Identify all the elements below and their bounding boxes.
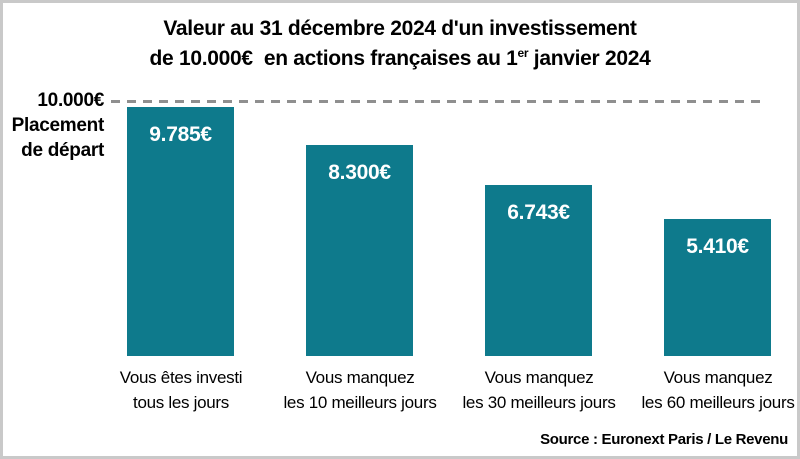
bar-miss-30-best-days: 6.743€ (485, 185, 592, 356)
chart-title: Valeur au 31 décembre 2024 d'un investis… (3, 14, 797, 74)
chart-title-line2: de 10.000€ en actions françaises au 1er … (3, 44, 797, 74)
reference-value-label: 10.000€ (37, 90, 104, 111)
chart-title-line1: Valeur au 31 décembre 2024 d'un investis… (163, 17, 637, 40)
reference-dashed-line (111, 100, 767, 103)
chart-title-line2-pre: de 10.000€ en actions françaises au 1 (149, 47, 518, 70)
reference-caption-line2: de départ (21, 140, 104, 161)
category-label-line2: les 30 meilleurs jours (462, 393, 616, 412)
bar-invested-every-day: 9.785€ (127, 107, 234, 356)
category-label-line2: les 10 meilleurs jours (283, 393, 437, 412)
category-label-line1: Vous manquez (484, 368, 594, 387)
bar-miss-10-best-days: 8.300€ (306, 145, 413, 356)
category-label-miss-60-best-days: Vous manquez les 60 meilleurs jours (617, 365, 797, 415)
chart-title-line2-post: janvier 2024 (528, 47, 651, 70)
reference-caption-line1: Placement (11, 115, 105, 136)
category-label-line1: Vous manquez (663, 368, 773, 387)
bar-value-label: 9.785€ (149, 123, 212, 146)
category-label-line2: tous les jours (133, 393, 229, 412)
chart-title-superscript: er (517, 46, 529, 60)
category-label-line1: Vous manquez (305, 368, 415, 387)
bar-value-label: 5.410€ (686, 235, 749, 258)
category-label-line2: les 60 meilleurs jours (641, 393, 795, 412)
category-label-invested-every-day: Vous êtes investi tous les jours (80, 365, 282, 415)
category-label-miss-10-best-days: Vous manquez les 10 meilleurs jours (259, 365, 461, 415)
bar-value-label: 8.300€ (328, 161, 391, 184)
bar-miss-60-best-days: 5.410€ (664, 219, 771, 356)
source-credit: Source : Euronext Paris / Le Revenu (540, 431, 788, 448)
reference-line-label-block: 10.000€ Placement de départ (7, 88, 105, 163)
category-label-line1: Vous êtes investi (119, 368, 243, 387)
category-label-miss-30-best-days: Vous manquez les 30 meilleurs jours (438, 365, 640, 415)
bar-value-label: 6.743€ (507, 201, 570, 224)
